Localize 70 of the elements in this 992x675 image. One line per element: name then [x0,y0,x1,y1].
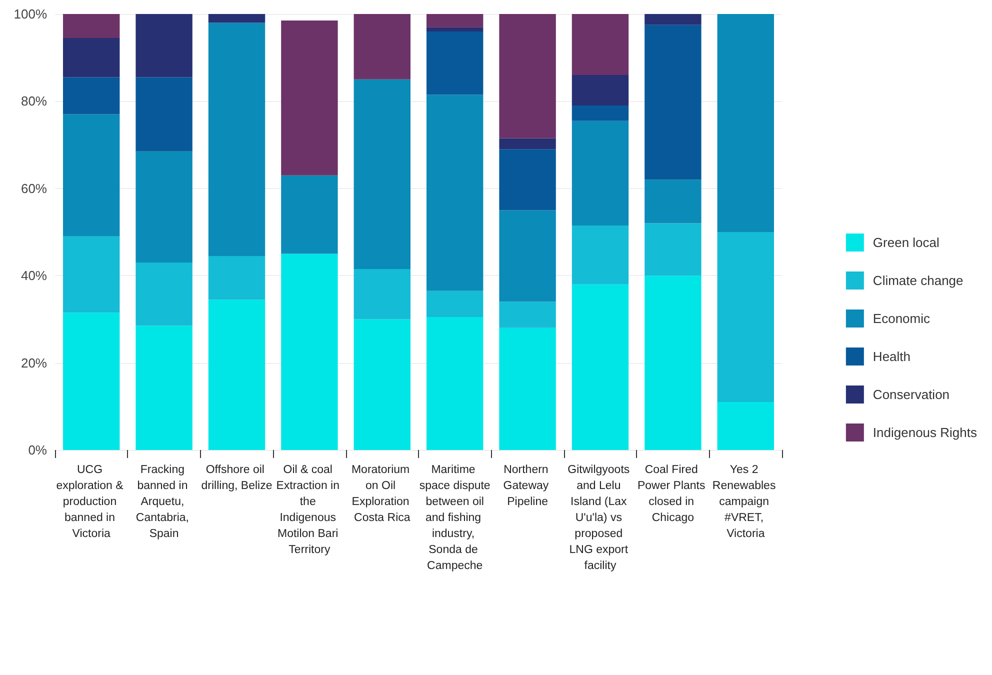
y-tick-label: 100% [14,6,48,22]
bar [572,106,629,121]
x-tick-label: Northern Gateway Pipeline [503,464,552,508]
bar [426,31,484,95]
bar [208,14,266,23]
bar [281,254,338,450]
bar [136,77,192,152]
bar [136,151,192,263]
bar [281,20,338,176]
bar [644,180,702,224]
legend-label: Green local [872,235,940,250]
bar [426,317,484,450]
bar [136,14,192,78]
bar [644,24,702,180]
bar [644,14,702,25]
bar [499,149,556,210]
bar [354,269,411,320]
bar [426,94,484,291]
bar [136,326,192,450]
legend-label: Economic [872,311,931,326]
bar [644,223,702,276]
bar [62,14,120,38]
x-tick-label: Yes 2 Renewables campaign #VRET, Victoria [712,464,779,540]
bar [572,120,629,226]
bar [62,236,120,313]
bar [62,312,120,450]
y-tick-label: 20% [20,355,48,370]
bar [644,276,702,450]
bar [208,22,266,256]
legend-label: Climate change [872,273,964,288]
legend-label: Indigenous Rights [872,425,978,440]
legend-label: Health [872,349,911,364]
bar [62,114,120,236]
bar [499,14,556,138]
bar [426,290,484,318]
y-tick-label: 60% [20,180,48,196]
bar [281,175,338,254]
bar [426,27,484,32]
x-tick-label: Fracking banned in Arquetu, Cantabria, Spain [136,464,192,540]
bar [62,77,120,114]
x-tick-label: Oil & coal Extraction in the Indigenous Motilon Bari Territory [276,464,343,556]
bar [354,79,411,270]
x-tick-label: UCG exploration & production banned in Victoria [56,464,127,540]
bar [354,14,411,80]
bar [499,210,556,302]
bar [717,232,774,402]
bar [136,262,192,326]
bar [354,319,411,450]
bar [717,14,774,232]
bar [426,14,484,28]
bar [572,14,629,76]
bar [572,225,629,284]
x-tick-label: Moratorium on Oil Exploration Costa Rica [351,464,413,524]
bar [62,38,120,78]
y-tick-label: 80% [20,94,48,109]
bar [572,75,629,106]
x-tick-label: Coal Fired Power Plants closed in Chicago [637,464,708,524]
bar [208,300,266,450]
bar [717,402,774,450]
x-tick-label: Offshore oil drilling, Belize [201,464,272,492]
bar [572,284,629,450]
legend-label: Conservation [872,387,950,402]
bar [499,138,556,150]
bar [208,256,266,300]
bar [499,302,556,328]
bar [499,328,556,450]
y-tick-label: 0% [28,442,48,458]
x-tick-label: Maritime space dispute between oil and fishing industry, Sonda de Campeche [419,464,490,572]
y-tick-label: 40% [20,268,48,284]
x-tick-label: Gitwilgyoots and Lelu Island (Lax U'u'la) vs proposed LNG export facility [568,464,633,572]
